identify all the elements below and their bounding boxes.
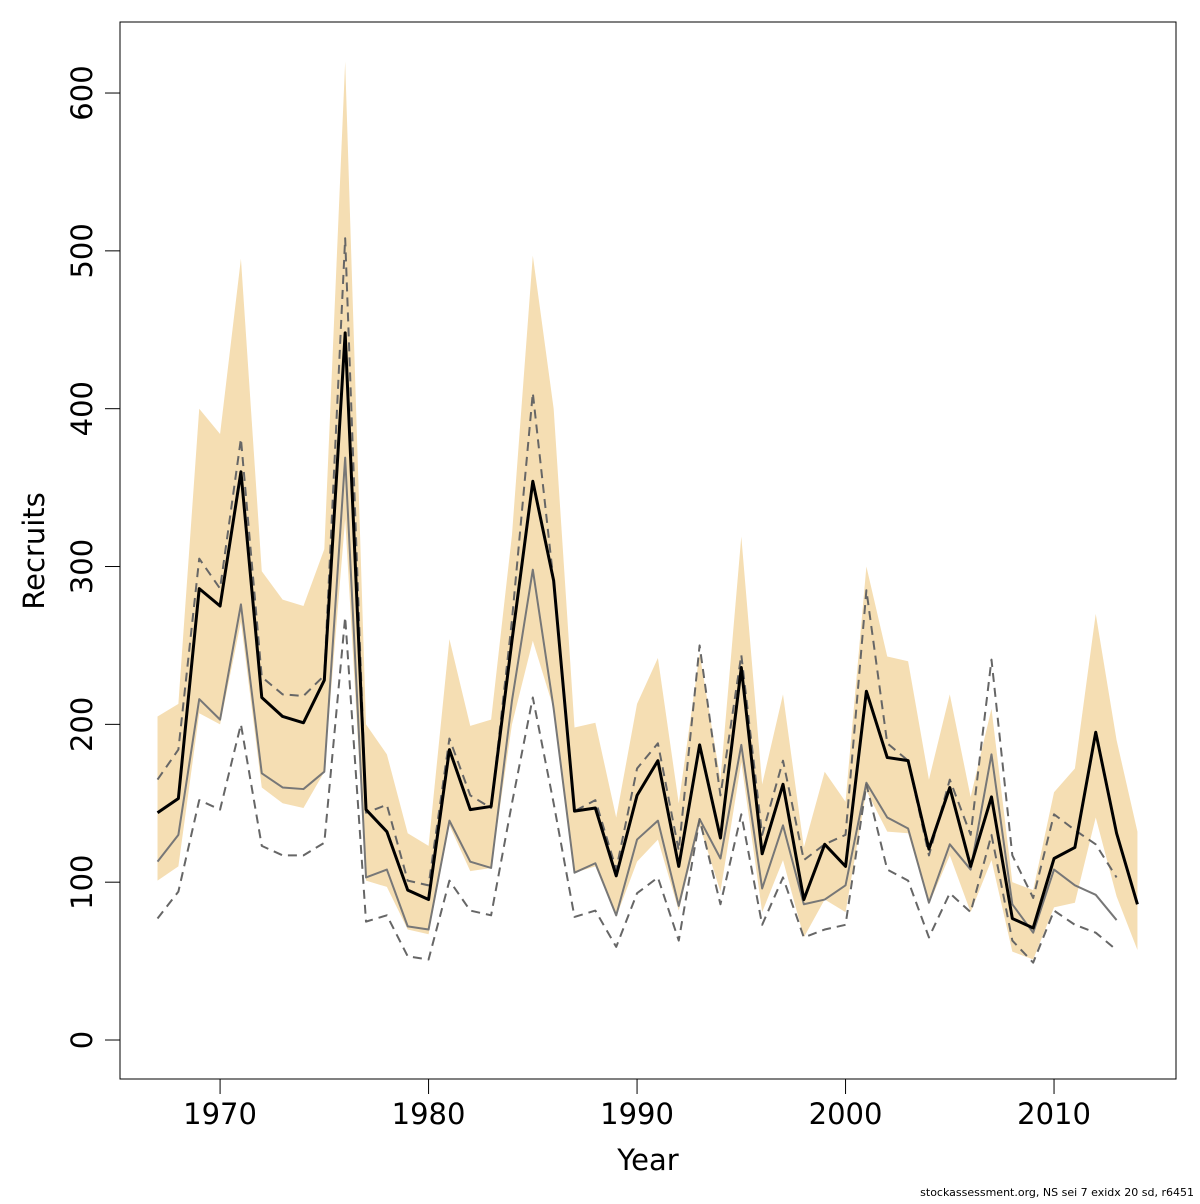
series-line [156,456,1118,934]
y-tick-label: 0 [65,1031,99,1049]
series-line [156,331,1139,930]
y-tick-label: 200 [65,697,99,752]
y-tick-label: 600 [65,65,99,120]
series-line [156,616,1118,964]
y-tick-label: 500 [65,223,99,278]
y-tick-label: 300 [65,539,99,594]
y-tick-label: 100 [65,855,99,910]
confidence-band [157,61,1138,960]
x-axis-label: Year [616,1143,678,1177]
x-tick-label: 2000 [809,1097,883,1131]
x-tick-label: 1970 [183,1097,257,1131]
footnote: stockassessment.org, NS sei 7 exidx 20 s… [920,1186,1194,1199]
y-tick-label: 400 [65,381,99,436]
y-axis-label: Recruits [17,492,51,609]
series-line [156,237,1118,899]
x-tick-label: 1980 [392,1097,466,1131]
plot-frame [119,21,1177,1080]
x-tick-label: 2010 [1017,1097,1091,1131]
x-tick-label: 1990 [600,1097,674,1131]
